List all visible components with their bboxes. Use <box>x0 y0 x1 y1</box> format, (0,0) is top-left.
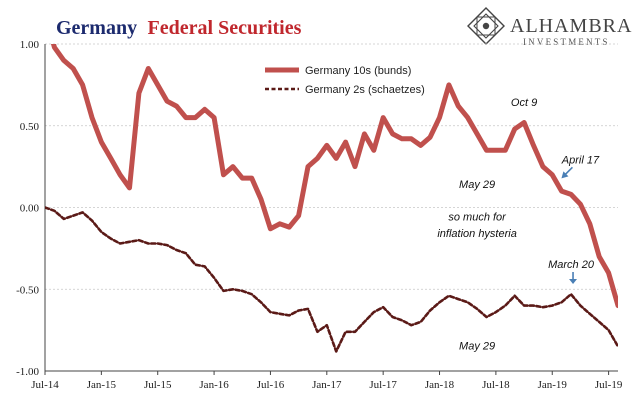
series-layer <box>45 11 618 351</box>
x-tick-label: Jul-17 <box>369 379 397 391</box>
series-line-bunds <box>45 11 618 305</box>
series-line-schaetzes <box>45 208 618 352</box>
y-tick-label: 1.00 <box>20 39 40 51</box>
legend: Germany 10s (bunds) Germany 2s (schaetzes… <box>265 65 425 96</box>
annotation-label: April 17 <box>561 154 600 166</box>
legend-label-schaetzes: Germany 2s (schaetzes) <box>305 84 425 96</box>
x-tick-label: Jul-15 <box>144 379 172 391</box>
x-tick-label: Jan-18 <box>425 379 455 391</box>
annotation-label: so much for <box>448 212 507 224</box>
annotations: Oct 9 May 29 April 17 so much for inflation … <box>437 97 600 353</box>
x-tick-label: Jul-16 <box>257 379 285 391</box>
chart-title-part-2: Federal Securities <box>148 17 302 39</box>
legend-label-bunds: Germany 10s (bunds) <box>305 65 411 77</box>
x-tick-label: Jan-15 <box>87 379 117 391</box>
chart-title: Germany Federal Securities <box>56 17 302 39</box>
brand-name: ALHAMBRA <box>510 15 632 37</box>
annotation-arrow-icon <box>569 272 577 284</box>
x-tick-label: Jan-19 <box>538 379 568 391</box>
annotation-arrow-icon <box>561 167 572 178</box>
x-tick-label: Jul-18 <box>482 379 510 391</box>
annotation-label: March 20 <box>548 259 595 271</box>
brand-subtitle: INVESTMENTS <box>523 37 610 47</box>
brand-emblem-icon <box>468 8 504 44</box>
x-tick-label: Jul-14 <box>31 379 59 391</box>
annotation-label: inflation hysteria <box>437 228 517 240</box>
brand-logo: ALHAMBRA INVESTMENTS <box>468 8 632 47</box>
chart-title-part-1: Germany <box>56 17 137 39</box>
x-tick-label: Jul-19 <box>595 379 623 391</box>
x-tick-label: Jan-16 <box>199 379 229 391</box>
annotation-label: May 29 <box>459 341 495 353</box>
annotation-label: May 29 <box>459 179 495 191</box>
annotation-label: Oct 9 <box>511 97 537 109</box>
y-tick-label: -0.50 <box>16 284 39 296</box>
y-tick-label: 0.50 <box>20 121 40 133</box>
x-tick-label: Jan-17 <box>312 379 342 391</box>
y-tick-label: 0.00 <box>20 203 40 215</box>
y-tick-label: -1.00 <box>16 366 39 378</box>
